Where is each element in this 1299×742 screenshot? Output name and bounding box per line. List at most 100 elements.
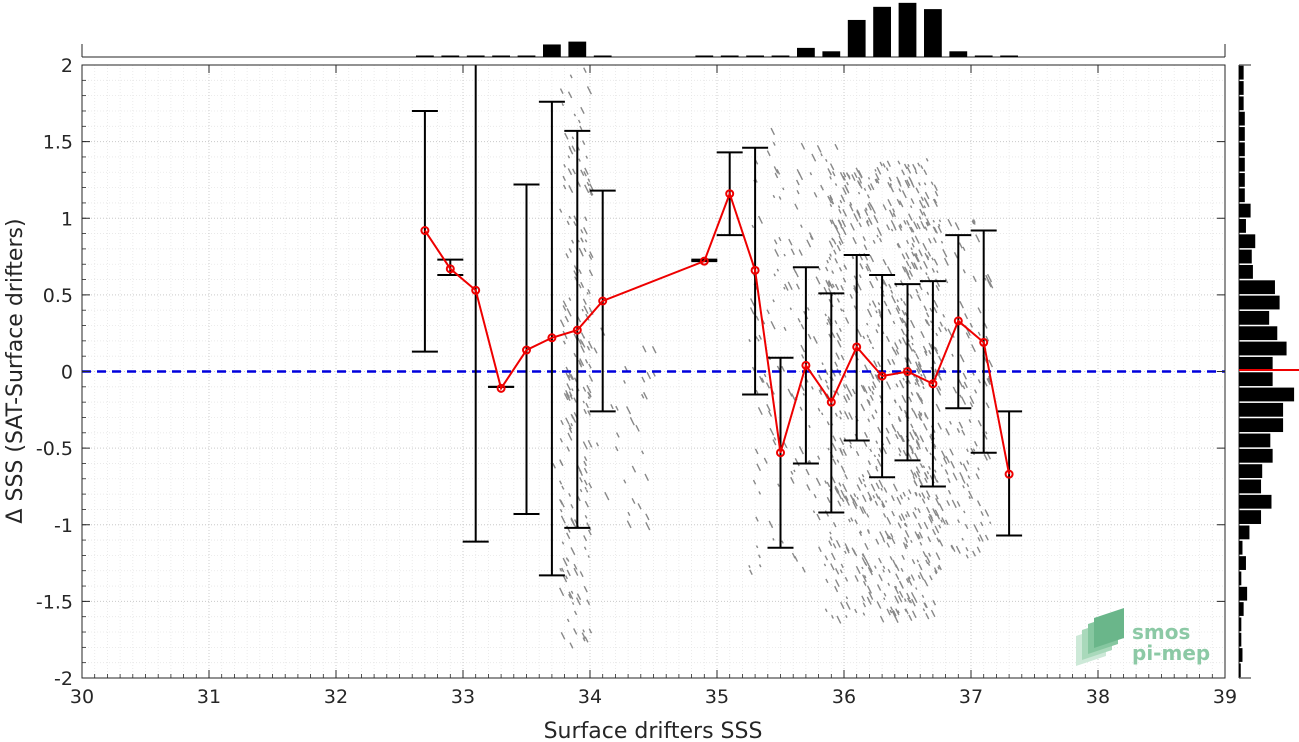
scatter-point — [569, 642, 574, 649]
scatter-point — [842, 384, 847, 389]
scatter-point — [911, 182, 915, 188]
scatter-point — [896, 496, 902, 505]
smos-pi-mep-logo: smos pi-mep — [1076, 608, 1210, 666]
scatter-point — [573, 221, 577, 226]
scatter-point — [610, 404, 614, 410]
scatter-point — [820, 153, 823, 157]
mean-point — [877, 371, 887, 381]
scatter-point — [871, 300, 877, 308]
scatter-point — [623, 380, 626, 384]
scatter-point — [855, 450, 860, 457]
scatter-point — [938, 326, 942, 333]
scatter-point — [949, 448, 954, 456]
scatter-point — [885, 381, 892, 390]
scatter-point — [919, 208, 924, 216]
scatter-point — [861, 557, 867, 565]
scatter-point — [939, 321, 944, 327]
right-histogram-bar — [1239, 372, 1273, 387]
scatter-point — [858, 531, 863, 537]
scatter-point — [794, 203, 799, 210]
right-histogram-bar — [1239, 402, 1284, 417]
top-histogram-bar — [441, 55, 460, 57]
scatter-point — [911, 342, 914, 346]
scatter-point — [824, 555, 829, 561]
right-histogram-bar — [1239, 280, 1275, 295]
scatter-point — [853, 213, 859, 222]
scatter-point — [917, 162, 921, 167]
scatter-point — [952, 472, 958, 481]
scatter-point — [583, 227, 588, 235]
scatter-point — [929, 307, 933, 312]
right-histogram-bar — [1239, 418, 1284, 433]
mean-point — [699, 256, 709, 266]
scatter-point — [870, 204, 874, 209]
scatter-point — [579, 477, 583, 483]
scatter-point — [790, 393, 797, 402]
scatter-point — [924, 252, 930, 261]
scatter-point — [641, 393, 645, 399]
scatter-point — [818, 374, 823, 381]
scatter-point — [837, 219, 843, 227]
scatter-point — [937, 385, 942, 391]
y-tick-label: -2 — [54, 668, 73, 690]
scatter-point — [582, 637, 586, 642]
scatter-point — [984, 534, 989, 541]
scatter-point — [816, 145, 822, 153]
scatter-point — [809, 172, 813, 176]
scatter-point — [838, 266, 843, 272]
scatter-point — [568, 591, 574, 600]
scatter-point — [840, 601, 845, 610]
scatter-point — [935, 332, 939, 337]
scatter-point — [928, 349, 932, 355]
scatter-point — [953, 251, 959, 259]
scatter-point — [896, 299, 899, 303]
scatter-point — [913, 596, 918, 603]
y-tick-label: 1 — [61, 208, 73, 230]
scatter-point — [972, 550, 977, 557]
scatter-point — [928, 552, 932, 557]
right-histogram-bar — [1239, 127, 1245, 141]
scatter-point — [825, 158, 828, 163]
scatter-point — [652, 372, 656, 377]
scatter-point — [938, 564, 942, 571]
scatter-point — [913, 480, 917, 485]
scatter-point — [863, 187, 867, 191]
scatter-point — [806, 239, 812, 248]
scatter-point — [926, 221, 930, 226]
scatter-point — [824, 313, 827, 317]
scatter-point — [926, 506, 931, 514]
scatter-point — [912, 429, 917, 437]
scatter-point — [892, 320, 896, 325]
scatter-point — [795, 179, 800, 186]
scatter-point — [959, 394, 962, 398]
scatter-point — [836, 615, 842, 624]
scatter-point — [869, 183, 875, 191]
scatter-point — [836, 487, 840, 493]
scatter-point — [838, 482, 842, 487]
scatter-point — [952, 386, 958, 394]
scatter-point — [856, 484, 862, 492]
right-histogram-bar — [1239, 387, 1295, 402]
scatter-point — [884, 530, 890, 539]
scatter-point — [942, 457, 948, 465]
scatter-point — [940, 519, 943, 523]
scatter-point — [902, 377, 905, 381]
scatter-point — [641, 450, 645, 455]
scatter-point — [570, 373, 575, 381]
scatter-point — [836, 340, 842, 348]
scatter-point — [755, 336, 759, 340]
scatter-point — [906, 179, 911, 187]
top-histogram-bar — [797, 47, 815, 57]
scatter-point — [567, 91, 573, 99]
scatter-point — [844, 497, 850, 506]
x-tick-label: 33 — [451, 686, 475, 708]
scatter-point — [895, 307, 900, 315]
scatter-point — [861, 473, 865, 478]
scatter-point — [845, 601, 851, 610]
scatter-point — [910, 539, 913, 543]
scatter-point — [875, 493, 880, 499]
scatter-point — [783, 286, 786, 290]
scatter-point — [586, 86, 592, 95]
scatter-point — [910, 247, 913, 251]
scatter-point — [749, 307, 755, 315]
